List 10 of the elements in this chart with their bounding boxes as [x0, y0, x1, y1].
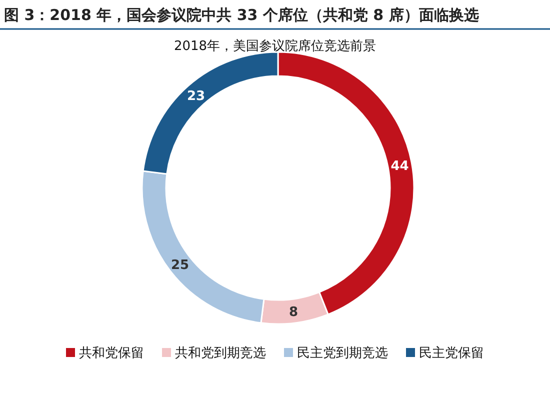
- chart-subtitle: 2018年，美国参议院席位竞选前景: [174, 38, 376, 54]
- data-label: 44: [390, 158, 409, 174]
- data-label: 8: [289, 305, 298, 320]
- legend-label: 民主党保留: [419, 345, 484, 361]
- data-label: 23: [186, 88, 206, 104]
- legend-label: 共和党到期竞选: [175, 346, 266, 361]
- chart-title: 图 3：2018 年，国会参议院中共 33 个席位（共和党 8 席）面临换选: [4, 6, 479, 24]
- legend-label: 民主党到期竞选: [297, 345, 388, 361]
- data-label: 25: [170, 258, 190, 273]
- legend-label: 共和党保留: [79, 346, 144, 361]
